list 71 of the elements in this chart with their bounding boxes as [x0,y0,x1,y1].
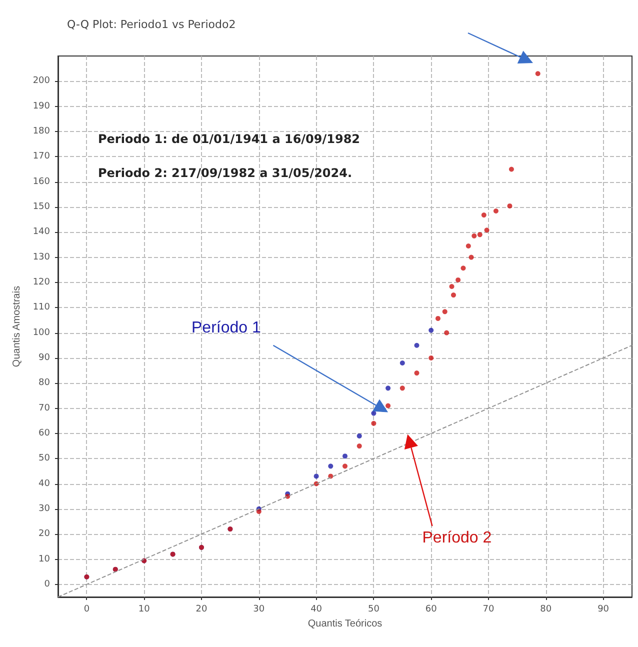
point [493,208,498,214]
point [428,328,434,333]
x-tick-label: 90 [598,604,610,614]
point [466,243,471,248]
y-tick-label: 170 [32,152,50,162]
point [256,508,262,514]
y-tick-label: 120 [32,277,50,288]
point [328,464,334,469]
annotation: Periodo 2: 217/09/1982 a 31/05/2024. [98,166,352,180]
y-tick-label: 180 [32,126,50,136]
x-tick-label: 80 [540,604,552,614]
text: Período 2 [422,529,492,546]
x-tick-label: 40 [310,604,322,614]
point [371,420,376,426]
point [484,228,490,233]
point [428,355,434,360]
y-tick-label: 190 [32,101,50,112]
y-tick-label: 200 [32,76,50,86]
point [414,342,420,348]
point [356,433,362,438]
point [414,370,420,376]
text: Período 1 [191,319,261,336]
point [450,292,456,298]
y-tick-label: 110 [32,302,50,313]
y-tick-label: 20 [38,529,50,540]
y-tick-label: 40 [38,478,50,489]
point [442,309,448,314]
point [386,386,391,391]
point [535,71,540,76]
point [460,266,466,271]
x-axis-title: Quantis Teóricos [308,618,382,630]
y-tick-label: 160 [32,176,50,187]
x-tick-label: 10 [138,604,150,614]
y-tick-label: 0 [44,579,50,590]
point [468,254,474,260]
y-tick-label: 90 [38,352,50,363]
point [435,316,440,321]
y-tick-label: 70 [38,403,50,414]
x-tick-label: 50 [368,604,380,614]
point [356,444,362,449]
annotation: Periodo 1: de 01/01/1941 a 16/09/1982 [98,132,360,146]
point [444,330,450,336]
chart-title: Q-Q Plot: Periodo1 vs Periodo2 [67,18,236,31]
y-tick-label: 30 [38,504,50,514]
x-tick-label: 30 [253,604,265,614]
point [507,203,512,208]
x-tick-label: 70 [482,604,494,614]
y-tick-label: 130 [32,252,50,262]
y-tick-label: 50 [38,454,50,464]
point [342,454,348,459]
point [314,474,319,479]
point [472,233,477,238]
y-tick-label: 60 [38,428,50,438]
point [386,403,391,408]
y-tick-label: 140 [32,227,50,238]
point [477,232,482,238]
x-tick-label: 60 [425,604,438,614]
y-tick-label: 150 [32,202,50,212]
point [342,464,348,469]
x-tick-label: 0 [84,604,90,614]
point [400,360,405,366]
y-tick-label: 80 [38,378,50,388]
x-tick-label: 20 [196,604,208,614]
point [456,277,461,282]
point [400,386,405,391]
y-tick-label: 10 [38,554,50,564]
y-tick-label: 100 [32,328,50,338]
y-axis-title: Quantis Amostrais [11,286,22,368]
point [508,166,514,172]
point [481,212,486,218]
point [449,284,454,289]
